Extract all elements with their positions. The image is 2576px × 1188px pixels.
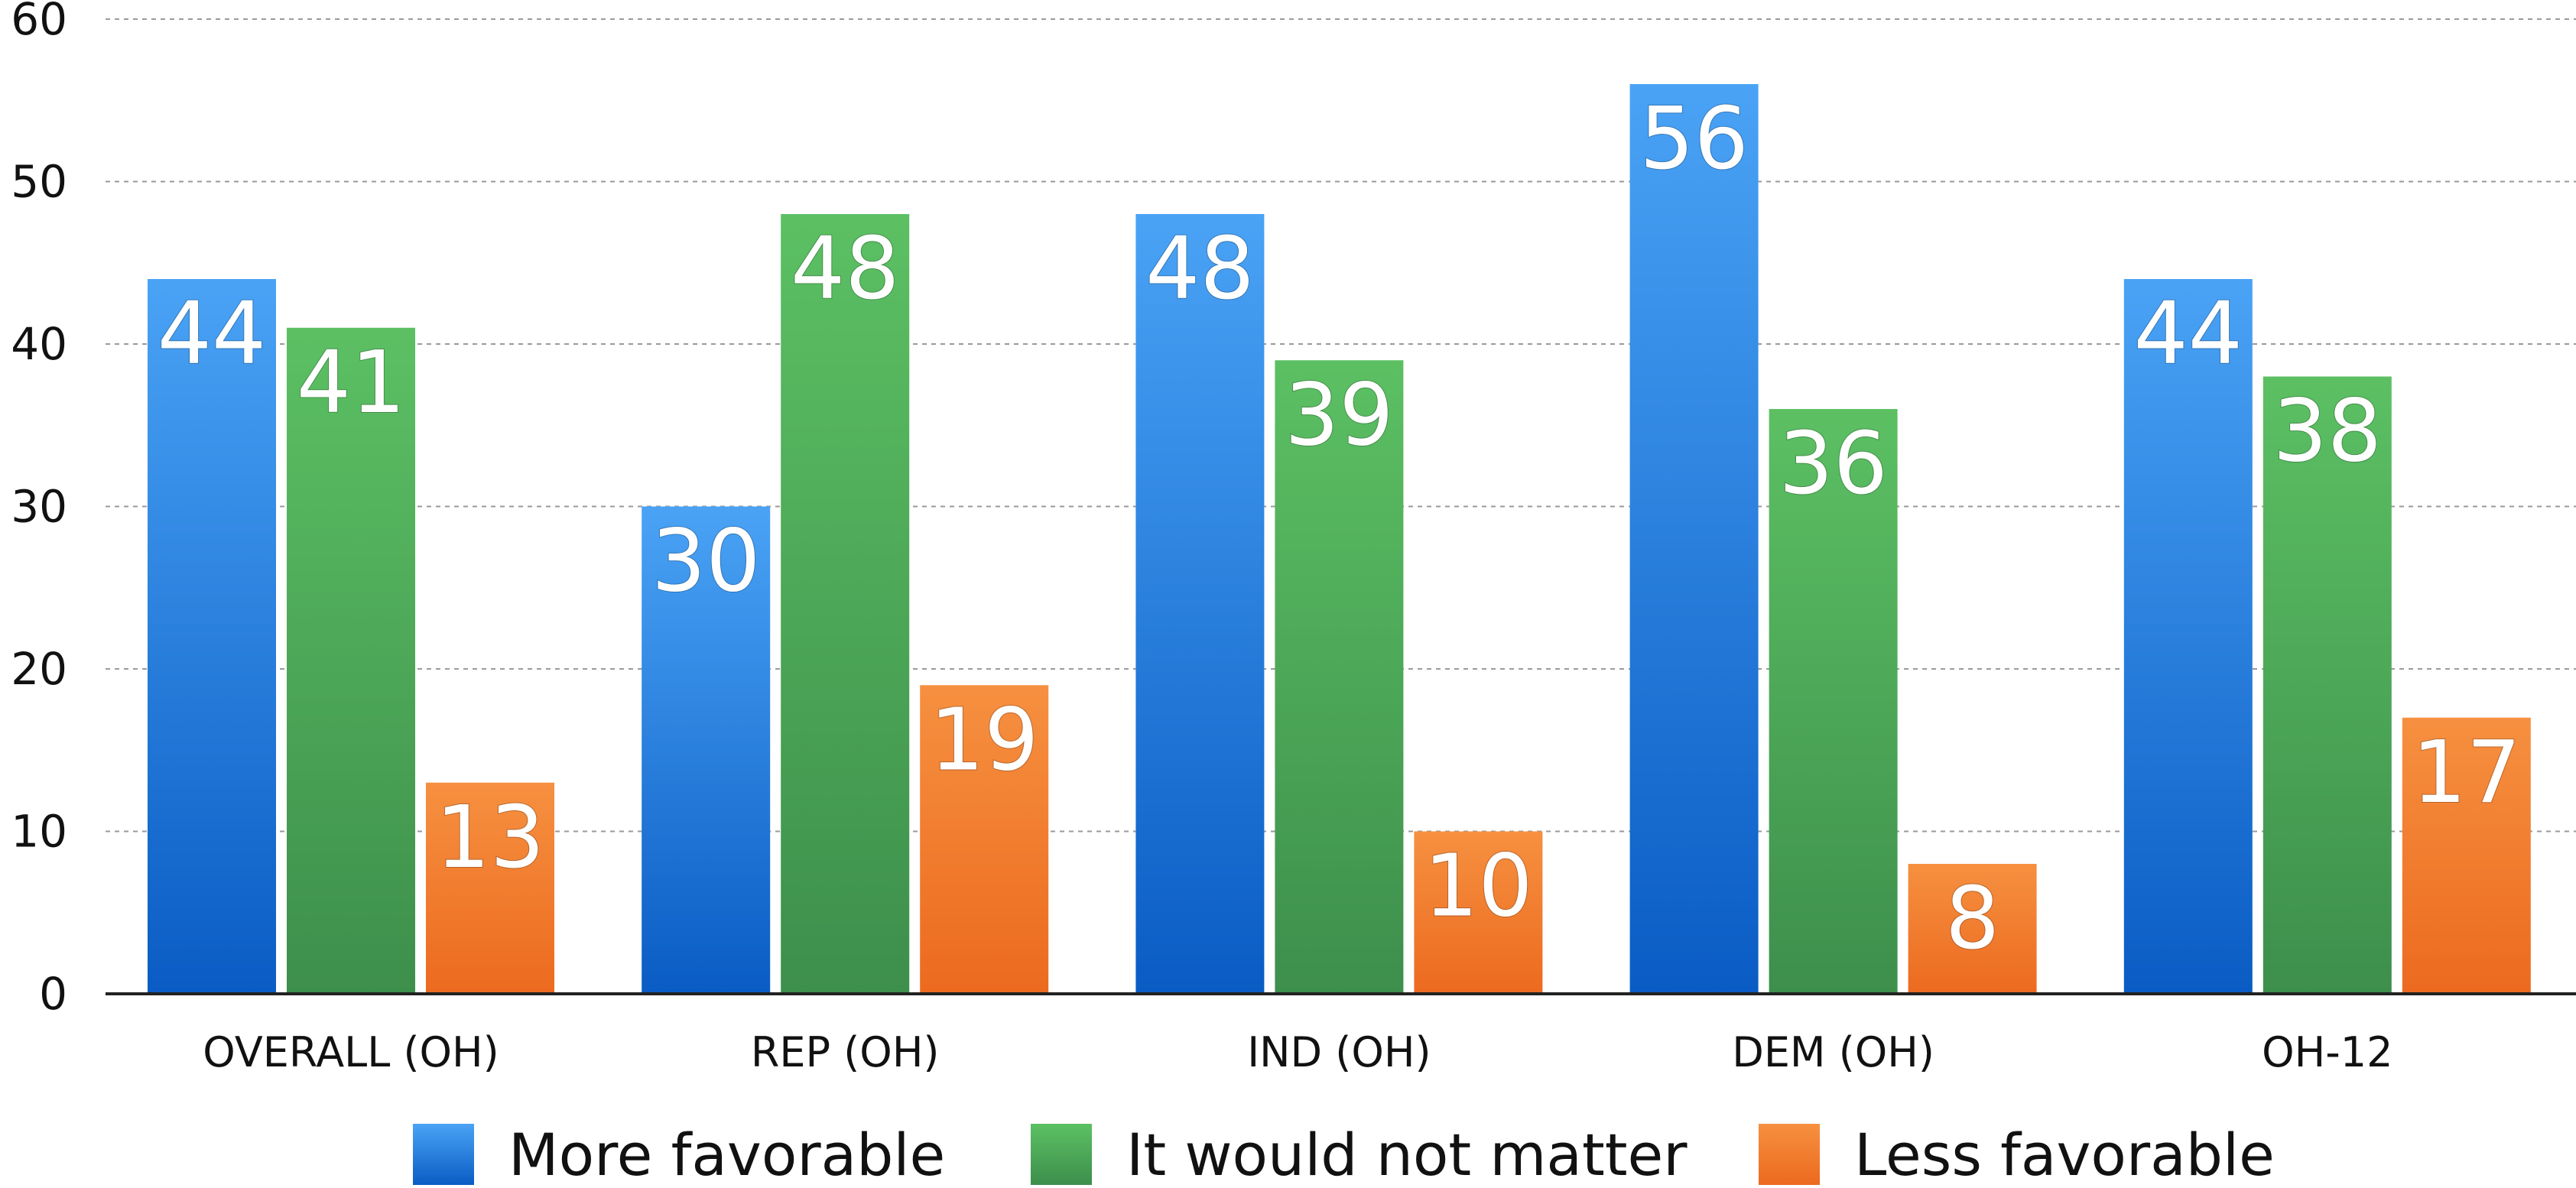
bar	[426, 782, 554, 994]
bar	[1275, 360, 1404, 994]
bar	[1769, 409, 1898, 994]
legend-item: More favorable	[413, 1121, 945, 1188]
legend-label: Less favorable	[1854, 1121, 2275, 1188]
bar	[1908, 864, 2037, 994]
bar	[148, 279, 276, 994]
data-label: 17	[2412, 723, 2522, 823]
bar	[1135, 214, 1265, 994]
data-label: 41	[297, 333, 406, 433]
data-labels: 44 41 13 30 48 19 48 39 10 56 36 8 44 38 17	[157, 89, 2522, 969]
bar	[781, 214, 910, 994]
data-label: 38	[2273, 382, 2383, 482]
data-label: 39	[1285, 365, 1394, 465]
y-tick-label: 30	[11, 481, 67, 533]
data-label: 44	[2134, 284, 2243, 384]
data-label: 13	[436, 788, 545, 888]
legend-swatch	[413, 1124, 474, 1185]
legend-item: Less favorable	[1759, 1121, 2275, 1188]
bar	[1414, 831, 1543, 994]
bar	[2263, 376, 2392, 994]
y-tick-label: 60	[11, 0, 67, 45]
legend-label: It would not matter	[1126, 1121, 1688, 1188]
y-axis-ticks: 0 10 20 30 40 50 60	[11, 0, 67, 1020]
data-label: 56	[1639, 89, 1749, 189]
bar	[2402, 717, 2531, 994]
data-label: 8	[1945, 869, 1999, 969]
x-category-label: OVERALL (OH)	[203, 1028, 499, 1076]
y-tick-label: 50	[11, 156, 67, 208]
data-label: 30	[651, 512, 761, 612]
bars	[148, 84, 2531, 994]
x-category-label: OH-12	[2262, 1028, 2392, 1076]
x-axis-categories: OVERALL (OH) REP (OH) IND (OH) DEM (OH) OH-1…	[203, 1028, 2392, 1076]
legend-label: More favorable	[508, 1121, 945, 1188]
data-label: 10	[1424, 837, 1533, 936]
bar	[642, 506, 771, 994]
x-category-label: IND (OH)	[1247, 1028, 1431, 1076]
data-label: 19	[930, 690, 1039, 790]
bar	[1629, 84, 1759, 994]
y-tick-label: 20	[11, 643, 67, 695]
data-label: 48	[1145, 219, 1255, 319]
y-tick-label: 10	[11, 806, 67, 858]
data-label: 44	[158, 284, 267, 384]
y-tick-label: 0	[39, 968, 67, 1020]
legend-swatch	[1759, 1124, 1820, 1185]
x-category-label: DEM (OH)	[1732, 1028, 1934, 1076]
legend: More favorable It would not matter Less fa…	[413, 1121, 2275, 1188]
bar	[2123, 279, 2253, 994]
bar	[920, 685, 1049, 994]
bar	[287, 327, 415, 994]
data-label: 48	[791, 219, 900, 319]
x-category-label: REP (OH)	[751, 1028, 940, 1076]
legend-item: It would not matter	[1031, 1121, 1688, 1188]
legend-swatch	[1031, 1124, 1092, 1185]
data-label: 36	[1779, 414, 1888, 514]
y-tick-label: 40	[11, 318, 67, 370]
